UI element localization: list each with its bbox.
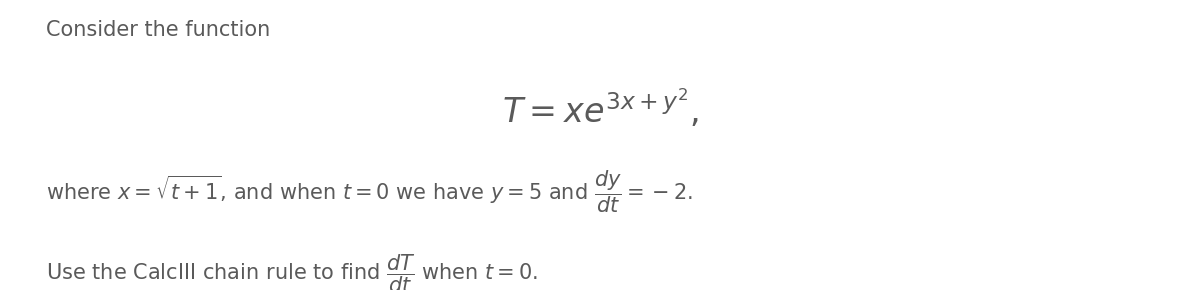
Text: Use the CalcIII chain rule to find $\dfrac{dT}{dt}$ when $t = 0.$: Use the CalcIII chain rule to find $\dfr… xyxy=(46,252,538,290)
Text: Consider the function: Consider the function xyxy=(46,20,270,40)
Text: $T = xe^{3x+y^2},$: $T = xe^{3x+y^2},$ xyxy=(502,87,698,130)
Text: where $x = \sqrt{t+1}$, and when $t = 0$ we have $y = 5$ and $\dfrac{dy}{dt} = -: where $x = \sqrt{t+1}$, and when $t = 0$… xyxy=(46,168,692,215)
